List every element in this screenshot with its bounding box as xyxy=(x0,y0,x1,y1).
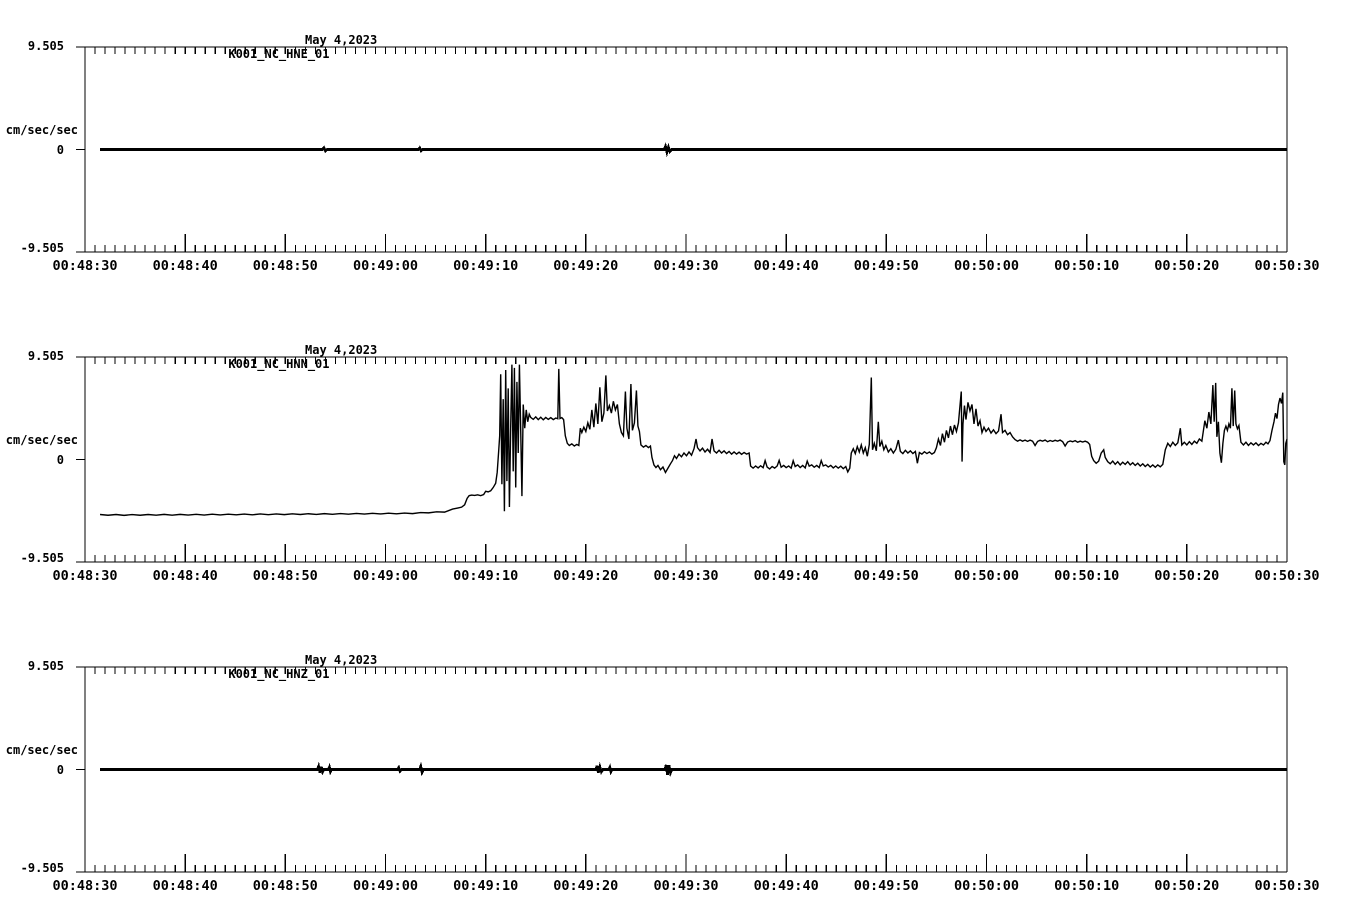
x-tick-label: 00:49:20 xyxy=(553,878,619,894)
panel-title: K001_NC_HNN_01 May 4,2023 xyxy=(185,343,377,371)
y-axis-min-label: -9.505 xyxy=(20,551,64,565)
x-tick-label: 00:50:20 xyxy=(1154,878,1220,894)
axis-frame-and-ticks xyxy=(76,666,1288,873)
x-tick-label: 00:48:40 xyxy=(152,258,218,274)
x-tick-label: 00:48:50 xyxy=(252,878,318,894)
x-tick-label: 00:49:40 xyxy=(753,878,819,894)
y-axis-units-label: cm/sec/sec xyxy=(5,743,78,757)
panel-title: K001_NC_HNZ_01 May 4,2023 xyxy=(185,653,377,681)
x-tick-label: 00:50:00 xyxy=(953,568,1020,584)
x-tick-label: 00:49:50 xyxy=(853,878,919,894)
x-tick-label: 00:48:40 xyxy=(152,878,218,894)
channel-id: K001_NC_HNN_01 xyxy=(228,357,330,371)
x-tick-label: 00:49:30 xyxy=(653,878,719,894)
x-tick-label: 00:49:00 xyxy=(352,568,419,584)
x-tick-label: 00:49:10 xyxy=(453,878,519,894)
x-tick-label: 00:50:20 xyxy=(1154,258,1220,274)
x-tick-label: 00:50:30 xyxy=(1254,258,1320,274)
x-tick-label: 00:48:50 xyxy=(252,258,318,274)
x-tick-label: 00:49:40 xyxy=(753,258,819,274)
x-tick-label: 00:50:10 xyxy=(1054,878,1120,894)
y-axis-max-label: 9.505 xyxy=(27,659,64,673)
x-tick-label: 00:48:50 xyxy=(252,568,318,584)
y-axis-units-label: cm/sec/sec xyxy=(5,123,78,137)
x-tick-label: 00:49:20 xyxy=(553,258,619,274)
x-tick-label: 00:50:30 xyxy=(1254,568,1320,584)
y-axis-min-label: -9.505 xyxy=(20,861,64,875)
waveform-trace-hne xyxy=(100,142,1287,158)
channel-id: K001_NC_HNE_01 xyxy=(228,47,330,61)
panel-title: K001_NC_HNE_01 May 4,2023 xyxy=(185,33,377,61)
x-tick-label: 00:49:30 xyxy=(653,568,719,584)
x-tick-label: 00:49:00 xyxy=(352,258,419,274)
record-date: May 4,2023 xyxy=(305,343,378,357)
y-axis-min-label: -9.505 xyxy=(20,241,64,255)
seismogram-panel-hnz: K001_NC_HNZ_01 May 4,2023 9.505 cm/sec/s… xyxy=(0,620,1358,924)
x-tick-label: 00:48:30 xyxy=(52,878,118,894)
x-tick-label: 00:48:40 xyxy=(152,568,218,584)
x-tick-label: 00:50:10 xyxy=(1054,258,1120,274)
x-tick-label: 00:48:30 xyxy=(52,568,118,584)
y-axis-max-label: 9.505 xyxy=(27,349,64,363)
waveform-trace-hnn xyxy=(99,364,1288,517)
channel-id: K001_NC_HNZ_01 xyxy=(228,667,330,681)
y-axis-zero-label: 0 xyxy=(56,763,64,777)
x-tick-label: 00:50:00 xyxy=(953,258,1020,274)
seismogram-panel-hne: K001_NC_HNE_01 May 4,2023 9.505 cm/sec/s… xyxy=(0,0,1358,310)
seismogram-panel-hnn: K001_NC_HNN_01 May 4,2023 9.505 cm/sec/s… xyxy=(0,310,1358,620)
x-tick-label: 00:49:40 xyxy=(753,568,819,584)
axis-frame-and-ticks xyxy=(76,46,1288,253)
x-tick-label: 00:49:50 xyxy=(853,568,919,584)
x-tick-label: 00:50:30 xyxy=(1254,878,1320,894)
x-tick-label: 00:49:30 xyxy=(653,258,719,274)
x-tick-label: 00:49:20 xyxy=(553,568,619,584)
x-tick-label: 00:50:00 xyxy=(953,878,1020,894)
x-tick-label: 00:50:20 xyxy=(1154,568,1220,584)
x-tick-label: 00:49:50 xyxy=(853,258,919,274)
y-axis-zero-label: 0 xyxy=(56,453,64,467)
y-axis-max-label: 9.505 xyxy=(27,39,64,53)
x-tick-label: 00:48:30 xyxy=(52,258,118,274)
x-tick-label: 00:49:10 xyxy=(453,258,519,274)
y-axis-units-label: cm/sec/sec xyxy=(5,433,78,447)
waveform-plot-hnz xyxy=(76,666,1288,873)
record-date: May 4,2023 xyxy=(305,33,378,47)
x-tick-label: 00:49:00 xyxy=(352,878,419,894)
y-axis-zero-label: 0 xyxy=(56,143,64,157)
x-tick-label: 00:49:10 xyxy=(453,568,519,584)
waveform-plot-hne xyxy=(76,46,1288,253)
waveform-plot-hnn xyxy=(76,356,1288,563)
waveform-trace-hnz xyxy=(100,761,1287,778)
axis-frame-and-ticks xyxy=(76,356,1288,563)
x-tick-label: 00:50:10 xyxy=(1054,568,1120,584)
record-date: May 4,2023 xyxy=(305,653,378,667)
